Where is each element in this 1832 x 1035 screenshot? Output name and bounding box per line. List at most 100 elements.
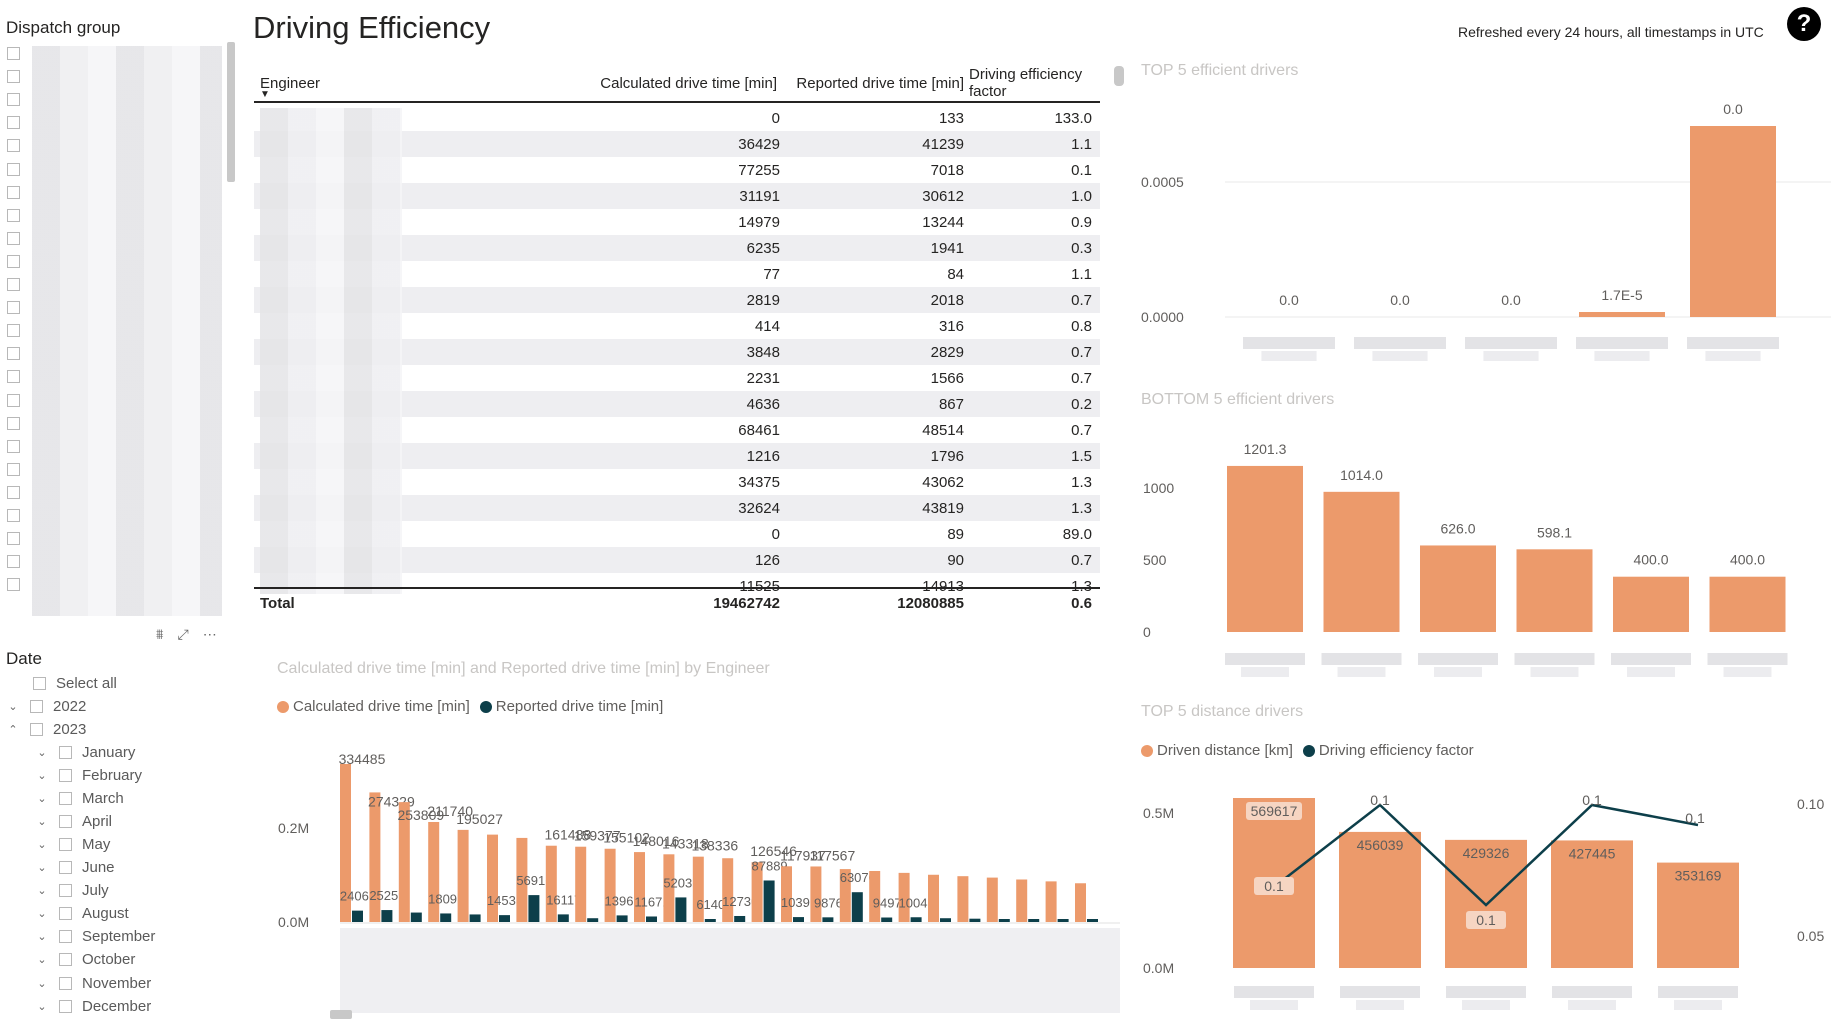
dispatch-group-checkbox[interactable] [7, 462, 20, 476]
dispatch-group-checkbox[interactable] [7, 208, 20, 222]
bar-reported[interactable] [499, 915, 510, 922]
chart-scrollbar[interactable] [330, 1010, 352, 1019]
date-month-item[interactable]: ⌄ July [35, 880, 108, 902]
date-month-item[interactable]: ⌄ November [35, 972, 151, 994]
dispatch-group-checkbox[interactable] [7, 278, 20, 291]
bar-calculated[interactable] [457, 829, 469, 922]
bar-calculated[interactable] [751, 862, 763, 922]
bar-calculated[interactable] [692, 856, 704, 922]
dispatch-group-checkbox[interactable] [7, 185, 20, 199]
checkbox[interactable] [59, 930, 72, 944]
date-month-item[interactable]: ⌄ May [35, 833, 110, 855]
bar-reported[interactable] [763, 880, 775, 922]
checkbox[interactable] [59, 953, 72, 967]
table-scrollbar[interactable] [1114, 66, 1124, 86]
dispatch-group-checkbox[interactable] [7, 93, 20, 107]
date-month-item[interactable]: ⌄ June [35, 857, 114, 879]
date-month-item[interactable]: ⌄ March [35, 787, 123, 809]
checkbox[interactable] [59, 745, 72, 759]
legend-label-calculated[interactable]: Calculated drive time [min] [293, 698, 470, 715]
dispatch-group-checkbox[interactable] [7, 116, 20, 130]
date-month-item[interactable]: ⌄ August [35, 903, 128, 925]
chevron-down-icon[interactable]: ⌄ [37, 908, 47, 921]
bar[interactable] [1420, 545, 1496, 632]
bar-reported[interactable] [998, 919, 1010, 922]
bar-calculated[interactable] [722, 858, 734, 922]
bar[interactable] [1613, 576, 1689, 632]
checkbox[interactable] [59, 861, 72, 874]
dispatch-group-checkbox[interactable] [7, 324, 20, 338]
bar-calculated[interactable] [781, 866, 792, 922]
chevron-up-icon[interactable]: ⌃ [8, 723, 18, 736]
legend-label-distance[interactable]: Driven distance [km] [1157, 742, 1293, 759]
date-select-all[interactable]: Select all [33, 672, 117, 694]
dispatch-group-checkbox[interactable] [7, 370, 20, 384]
chevron-down-icon[interactable]: ⌄ [37, 954, 47, 967]
date-year-2022[interactable]: ⌄ 2022 [6, 695, 86, 717]
bar-reported[interactable] [646, 916, 657, 922]
chevron-down-icon[interactable]: ⌄ [37, 815, 47, 828]
checkbox[interactable] [59, 976, 72, 990]
bar[interactable] [1516, 549, 1593, 632]
bar-calculated[interactable] [340, 764, 351, 922]
bar[interactable] [1709, 576, 1786, 632]
legend-label-factor[interactable]: Driving efficiency factor [1318, 742, 1474, 759]
dispatch-group-checkbox[interactable] [7, 439, 20, 453]
bar-calculated[interactable] [487, 834, 498, 922]
legend-label-reported[interactable]: Reported drive time [min] [495, 698, 664, 715]
date-month-item[interactable]: ⌄ April [35, 810, 112, 832]
dispatch-group-checkbox[interactable] [7, 509, 20, 522]
slicer-scrollbar[interactable] [227, 42, 235, 182]
chevron-down-icon[interactable]: ⌄ [37, 746, 47, 759]
bar-calculated[interactable] [986, 877, 998, 922]
bar-calculated[interactable] [957, 876, 969, 922]
efficiency-line[interactable] [1273, 803, 1699, 907]
checkbox[interactable] [59, 884, 72, 898]
dispatch-group-checkbox[interactable] [7, 416, 20, 430]
bar[interactable] [1657, 862, 1739, 968]
checkbox[interactable] [59, 768, 72, 782]
date-year-2023[interactable]: ⌃ 2023 [6, 718, 86, 740]
dispatch-group-checkbox[interactable] [7, 301, 20, 315]
bar-calculated[interactable] [634, 852, 645, 922]
bar-reported[interactable] [410, 912, 422, 922]
dispatch-group-checkbox[interactable] [7, 578, 20, 592]
bar-reported[interactable] [440, 913, 452, 922]
chevron-down-icon[interactable]: ⌄ [37, 838, 47, 851]
checkbox[interactable] [59, 791, 72, 805]
bar[interactable] [1323, 491, 1400, 632]
bar-reported[interactable] [734, 915, 746, 922]
bar-reported[interactable] [704, 919, 716, 922]
checkbox[interactable] [59, 999, 72, 1013]
checkbox[interactable] [30, 722, 43, 736]
dispatch-group-checkbox[interactable] [7, 47, 20, 60]
dispatch-group-checkbox[interactable] [7, 555, 20, 569]
column-header-engineer[interactable]: Engineer [260, 74, 321, 92]
dispatch-group-checkbox[interactable] [7, 70, 20, 84]
dispatch-group-checkbox[interactable] [7, 485, 20, 499]
filter-icon[interactable]: ⩩ [156, 626, 164, 642]
bar-reported[interactable] [675, 897, 687, 922]
bar-reported[interactable] [469, 914, 481, 922]
chevron-down-icon[interactable]: ⌄ [37, 792, 47, 805]
bar-calculated[interactable] [898, 872, 910, 922]
bar-calculated[interactable] [1075, 883, 1086, 922]
checkbox[interactable] [59, 907, 72, 921]
bar-reported[interactable] [1028, 919, 1040, 922]
dispatch-group-checkbox[interactable] [7, 139, 20, 153]
bar[interactable] [1551, 840, 1633, 968]
bar-calculated[interactable] [428, 821, 440, 922]
bar-reported[interactable] [910, 917, 922, 922]
bar-reported[interactable] [381, 910, 393, 922]
checkbox[interactable] [30, 699, 43, 713]
chevron-down-icon[interactable]: ⌄ [37, 931, 47, 944]
date-month-item[interactable]: ⌄ September [35, 926, 155, 948]
chevron-down-icon[interactable]: ⌄ [37, 977, 47, 990]
dispatch-group-checkbox[interactable] [7, 532, 20, 546]
dispatch-group-checkbox[interactable] [7, 393, 20, 407]
bar-calculated[interactable] [398, 802, 410, 922]
chevron-down-icon[interactable]: ⌄ [37, 885, 47, 898]
more-options-icon[interactable]: ⋯ [202, 626, 217, 642]
bar-reported[interactable] [1057, 919, 1069, 922]
bar-calculated[interactable] [869, 870, 881, 922]
